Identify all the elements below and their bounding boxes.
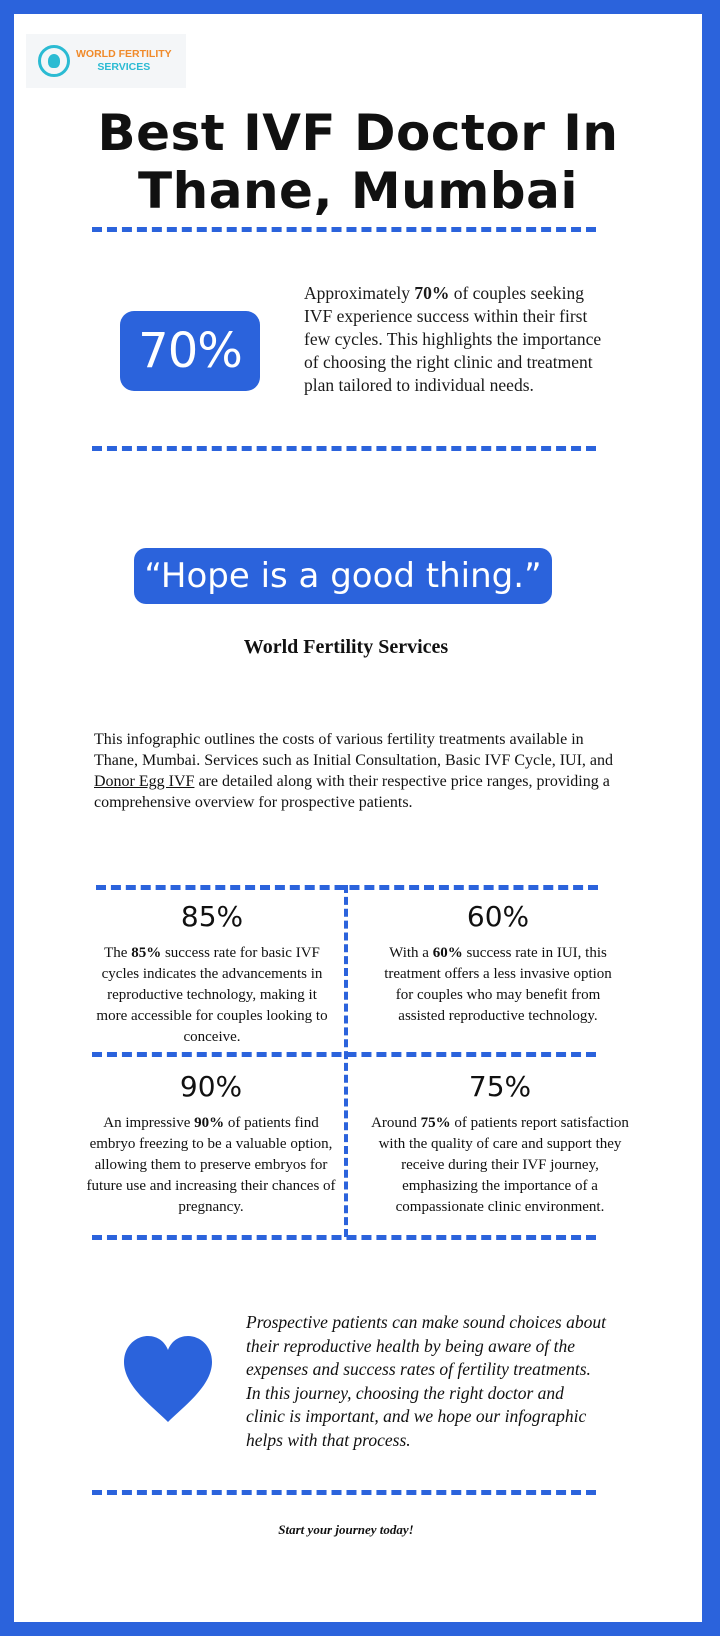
stat-description: The 85% success rate for basic IVF cycle… [96, 945, 328, 1045]
quote-author: World Fertility Services [243, 636, 449, 658]
title-line1: Best IVF Doctor In [97, 104, 619, 162]
infographic-page: WORLD FERTILITY SERVICES Best IVF Doctor… [14, 14, 702, 1622]
divider [92, 1490, 596, 1495]
stat-card: 90% An impressive 90% of patients find e… [84, 1070, 338, 1218]
grid-divider-bottom [92, 1235, 596, 1240]
grid-divider-vertical [344, 885, 348, 1237]
stat-card: 75% Around 75% of patients report satisf… [368, 1070, 632, 1218]
mother-baby-icon [38, 45, 70, 77]
headline-stat-text: Approximately 70% of couples seeking IVF… [304, 283, 602, 395]
stat-value: 90% [179, 1070, 243, 1103]
stat-description: With a 60% success rate in IUI, this tre… [384, 945, 612, 1024]
heart-icon [124, 1336, 212, 1422]
stat-card: 85% The 85% success rate for basic IVF c… [92, 900, 332, 1048]
stat-card: 60% With a 60% success rate in IUI, this… [376, 900, 620, 1027]
logo-text-line1: WORLD FERTILITY [76, 48, 172, 60]
closing-paragraph: Prospective patients can make sound choi… [246, 1312, 606, 1450]
stat-description: Around 75% of patients report satisfacti… [371, 1115, 629, 1215]
title-line2: Thane, Mumbai [138, 162, 578, 220]
stat-value: 85% [180, 900, 244, 933]
logo-text-line2: SERVICES [97, 61, 151, 73]
divider [92, 446, 596, 451]
call-to-action[interactable]: Start your journey today! [278, 1522, 414, 1537]
stat-description: An impressive 90% of patients find embry… [86, 1115, 336, 1215]
donor-egg-ivf-link[interactable]: Donor Egg IVF [94, 773, 195, 790]
divider [92, 227, 596, 232]
headline-stat-badge: 70% [120, 311, 260, 391]
stat-value: 60% [466, 900, 530, 933]
brand-logo[interactable]: WORLD FERTILITY SERVICES [26, 34, 186, 88]
stat-value: 75% [468, 1070, 532, 1103]
quote-banner: “Hope is a good thing.” [134, 548, 552, 604]
page-title: Best IVF Doctor In Thane, Mumbai [14, 104, 702, 220]
intro-paragraph: This infographic outlines the costs of v… [94, 731, 614, 811]
